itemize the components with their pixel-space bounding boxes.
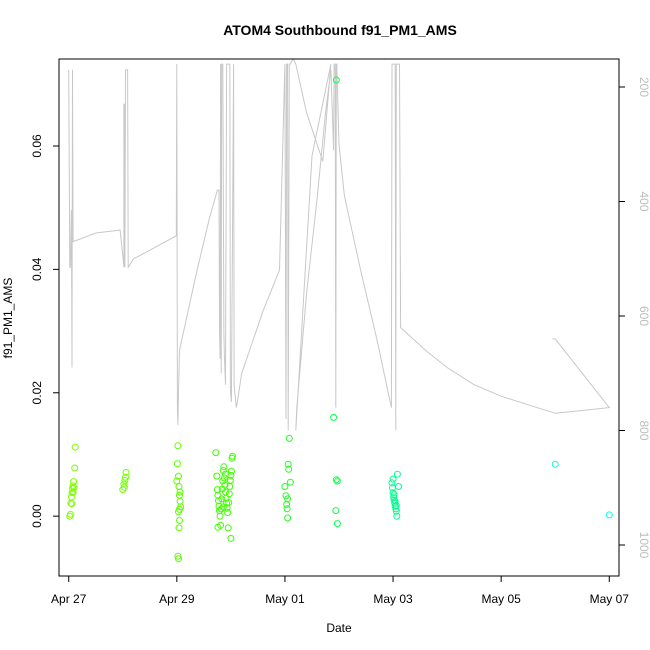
- x-tick-label: May 05: [481, 592, 521, 606]
- data-point: [388, 479, 396, 487]
- data-point: [175, 524, 183, 532]
- data-point: [216, 507, 223, 515]
- data-point: [122, 468, 130, 476]
- data-point: [605, 511, 613, 519]
- data-point: [225, 499, 233, 507]
- data-point: [333, 520, 341, 528]
- data-point: [332, 507, 340, 515]
- secondary-series-line: [68, 59, 611, 431]
- scatter-points-layer: [66, 76, 613, 563]
- data-point: [69, 488, 77, 496]
- data-point: [175, 483, 183, 490]
- data-point: [225, 490, 233, 498]
- data-point: [226, 476, 234, 484]
- x-tick-label: May 07: [590, 592, 630, 606]
- right-axis-tick-label: 800: [637, 420, 650, 440]
- data-point: [221, 481, 229, 489]
- data-point: [286, 478, 294, 486]
- data-point: [176, 497, 184, 505]
- y-tick-label: 0.04: [30, 257, 44, 281]
- x-axis: Apr 27 Apr 29 May 01 May 03 May 05 May 07: [51, 575, 630, 606]
- data-point: [122, 473, 129, 481]
- data-point: [70, 484, 78, 492]
- data-point: [175, 472, 182, 480]
- data-point: [67, 493, 75, 501]
- data-point: [120, 483, 128, 491]
- data-point: [216, 512, 224, 520]
- data-point: [392, 502, 400, 510]
- data-point: [66, 510, 74, 518]
- data-point: [71, 464, 79, 472]
- data-point: [330, 413, 338, 421]
- data-point: [285, 434, 293, 442]
- data-point: [391, 497, 399, 505]
- chart-title: ATOM4 Southbound f91_PM1_AMS: [223, 22, 457, 38]
- y-tick-label: 0.06: [30, 134, 44, 158]
- x-tick-label: May 03: [373, 592, 413, 606]
- data-point: [395, 483, 402, 490]
- data-point: [218, 495, 226, 503]
- data-point: [332, 476, 340, 484]
- data-point: [283, 505, 291, 513]
- data-point: [121, 476, 129, 484]
- y-tick-label: 0.00: [30, 504, 44, 528]
- y-tick-label: 0.02: [30, 381, 44, 405]
- data-point: [70, 478, 78, 486]
- data-point: [551, 460, 559, 468]
- data-point: [175, 555, 182, 563]
- data-point: [389, 475, 397, 483]
- data-point: [212, 449, 220, 457]
- data-point: [214, 523, 222, 531]
- right-axis: 200 400 600 800 1000: [618, 77, 650, 559]
- data-point: [176, 505, 183, 513]
- data-point: [176, 517, 183, 524]
- y-axis: 0.00 0.02 0.04 0.06: [30, 134, 60, 528]
- data-point: [284, 514, 292, 522]
- x-tick-label: Apr 27: [51, 592, 87, 606]
- data-point: [220, 474, 228, 482]
- data-point: [393, 470, 401, 478]
- data-point: [229, 452, 236, 460]
- data-point: [224, 524, 232, 532]
- right-axis-tick-label: 1000: [637, 532, 650, 559]
- data-point: [173, 460, 181, 468]
- data-point: [224, 509, 232, 516]
- data-point: [219, 503, 227, 511]
- x-tick-label: Apr 29: [159, 592, 195, 606]
- data-point: [227, 534, 235, 542]
- data-point: [213, 472, 221, 480]
- data-point: [390, 491, 398, 499]
- data-point: [393, 512, 401, 520]
- x-axis-label: Date: [326, 621, 352, 635]
- data-point: [68, 500, 76, 508]
- data-point: [220, 463, 228, 471]
- right-axis-tick-label: 400: [637, 191, 650, 211]
- data-point: [71, 443, 79, 451]
- data-point: [332, 76, 340, 84]
- right-axis-tick-label: 200: [637, 77, 650, 97]
- data-point: [285, 465, 293, 473]
- right-axis-tick-label: 600: [637, 306, 650, 326]
- data-point: [219, 467, 227, 474]
- data-point: [120, 480, 128, 488]
- data-point: [174, 442, 182, 450]
- y-axis-label: f91_PM1_AMS: [1, 278, 15, 359]
- x-tick-label: May 01: [265, 592, 305, 606]
- data-point: [222, 470, 229, 478]
- data-point: [176, 488, 184, 496]
- data-point: [284, 460, 292, 468]
- data-point: [284, 495, 292, 503]
- data-point: [227, 467, 235, 475]
- secondary-line-layer: [68, 59, 611, 431]
- data-point: [333, 477, 341, 485]
- data-point: [281, 483, 289, 490]
